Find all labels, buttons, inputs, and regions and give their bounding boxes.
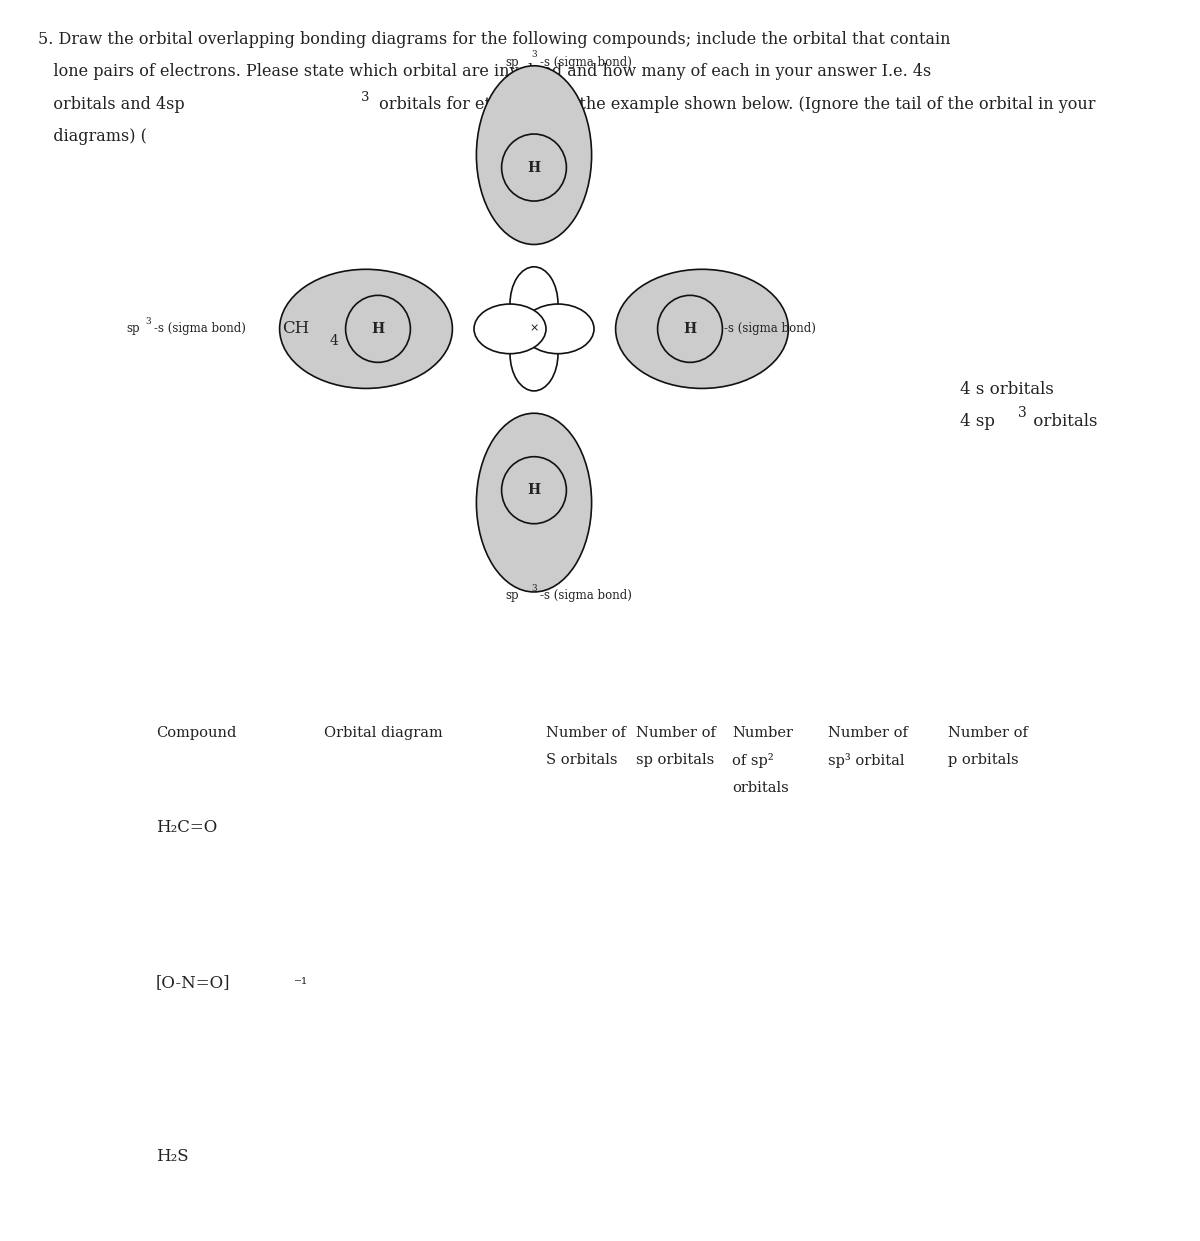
Text: H₂C=O: H₂C=O — [156, 819, 217, 836]
Text: orbitals: orbitals — [732, 781, 788, 794]
Circle shape — [502, 134, 566, 201]
Text: Number of: Number of — [828, 726, 908, 740]
Text: 3: 3 — [532, 583, 538, 593]
Text: Number: Number — [732, 726, 793, 740]
Text: orbitals: orbitals — [1028, 413, 1098, 431]
Text: 3: 3 — [1018, 406, 1026, 421]
Text: p orbitals: p orbitals — [948, 753, 1019, 767]
Text: Compound: Compound — [156, 726, 236, 740]
Text: lone pairs of electrons. Please state which orbital are involved and how many of: lone pairs of electrons. Please state wh… — [38, 63, 931, 81]
Ellipse shape — [476, 413, 592, 592]
Circle shape — [502, 457, 566, 524]
Text: of sp²: of sp² — [732, 753, 774, 768]
Text: CH: CH — [282, 320, 310, 338]
Text: 4: 4 — [330, 334, 338, 349]
Text: [O-N=O]: [O-N=O] — [156, 974, 230, 992]
Ellipse shape — [474, 304, 546, 354]
Text: Orbital diagram: Orbital diagram — [324, 726, 443, 740]
Text: 4 s orbitals: 4 s orbitals — [960, 381, 1054, 398]
Text: Number of: Number of — [546, 726, 626, 740]
Ellipse shape — [280, 269, 452, 388]
Text: -s (sigma bond): -s (sigma bond) — [540, 56, 632, 68]
Text: 3: 3 — [532, 50, 538, 60]
Ellipse shape — [616, 269, 788, 388]
Ellipse shape — [522, 304, 594, 354]
Text: H: H — [684, 321, 696, 336]
Text: diagrams) (: diagrams) ( — [38, 128, 148, 145]
Ellipse shape — [476, 66, 592, 244]
Ellipse shape — [510, 267, 558, 341]
Text: 4 sp: 4 sp — [960, 413, 995, 431]
Text: 5. Draw the orbital overlapping bonding diagrams for the following compounds; in: 5. Draw the orbital overlapping bonding … — [38, 31, 950, 48]
Text: -s (sigma bond): -s (sigma bond) — [540, 589, 632, 602]
Text: H₂S: H₂S — [156, 1148, 188, 1165]
Text: orbitals and 4sp: orbitals and 4sp — [38, 96, 185, 113]
Circle shape — [658, 295, 722, 362]
Text: -s (sigma bond): -s (sigma bond) — [724, 323, 816, 335]
Text: sp: sp — [696, 323, 709, 335]
Text: orbitals for ethane as in the example shown below. (Ignore the tail of the orbit: orbitals for ethane as in the example sh… — [374, 96, 1096, 113]
Text: 3: 3 — [360, 91, 370, 103]
Text: sp: sp — [505, 589, 520, 602]
Text: sp: sp — [505, 56, 520, 68]
Text: ⁻¹: ⁻¹ — [294, 978, 308, 992]
Text: S orbitals: S orbitals — [546, 753, 618, 767]
Text: Number of: Number of — [636, 726, 716, 740]
Text: Number of: Number of — [948, 726, 1028, 740]
Text: H: H — [372, 321, 384, 336]
Text: H: H — [528, 483, 540, 498]
Text: sp orbitals: sp orbitals — [636, 753, 714, 767]
Text: -s (sigma bond): -s (sigma bond) — [154, 323, 246, 335]
Text: 3: 3 — [145, 316, 151, 326]
Text: sp³ orbital: sp³ orbital — [828, 753, 905, 768]
Circle shape — [346, 295, 410, 362]
Text: sp: sp — [126, 323, 139, 335]
Text: H: H — [528, 160, 540, 175]
Ellipse shape — [510, 316, 558, 391]
Text: ×: × — [529, 324, 539, 334]
Text: 3: 3 — [715, 316, 721, 326]
